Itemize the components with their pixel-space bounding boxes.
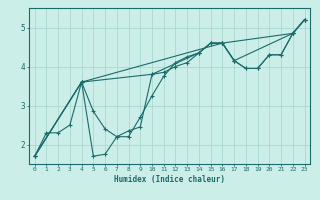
X-axis label: Humidex (Indice chaleur): Humidex (Indice chaleur) bbox=[114, 175, 225, 184]
